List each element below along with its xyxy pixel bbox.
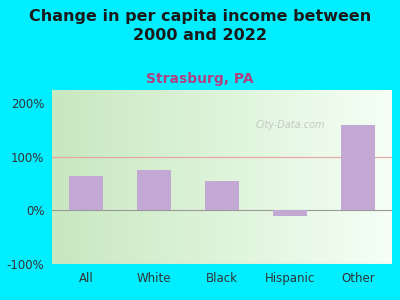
Text: Strasburg, PA: Strasburg, PA bbox=[146, 72, 254, 86]
Bar bbox=[69, 176, 103, 211]
Text: Change in per capita income between
2000 and 2022: Change in per capita income between 2000… bbox=[29, 9, 371, 43]
Text: City-Data.com: City-Data.com bbox=[256, 120, 326, 130]
Bar bbox=[273, 211, 307, 216]
Bar bbox=[137, 170, 171, 211]
Bar bbox=[205, 181, 239, 211]
Bar bbox=[341, 125, 375, 211]
